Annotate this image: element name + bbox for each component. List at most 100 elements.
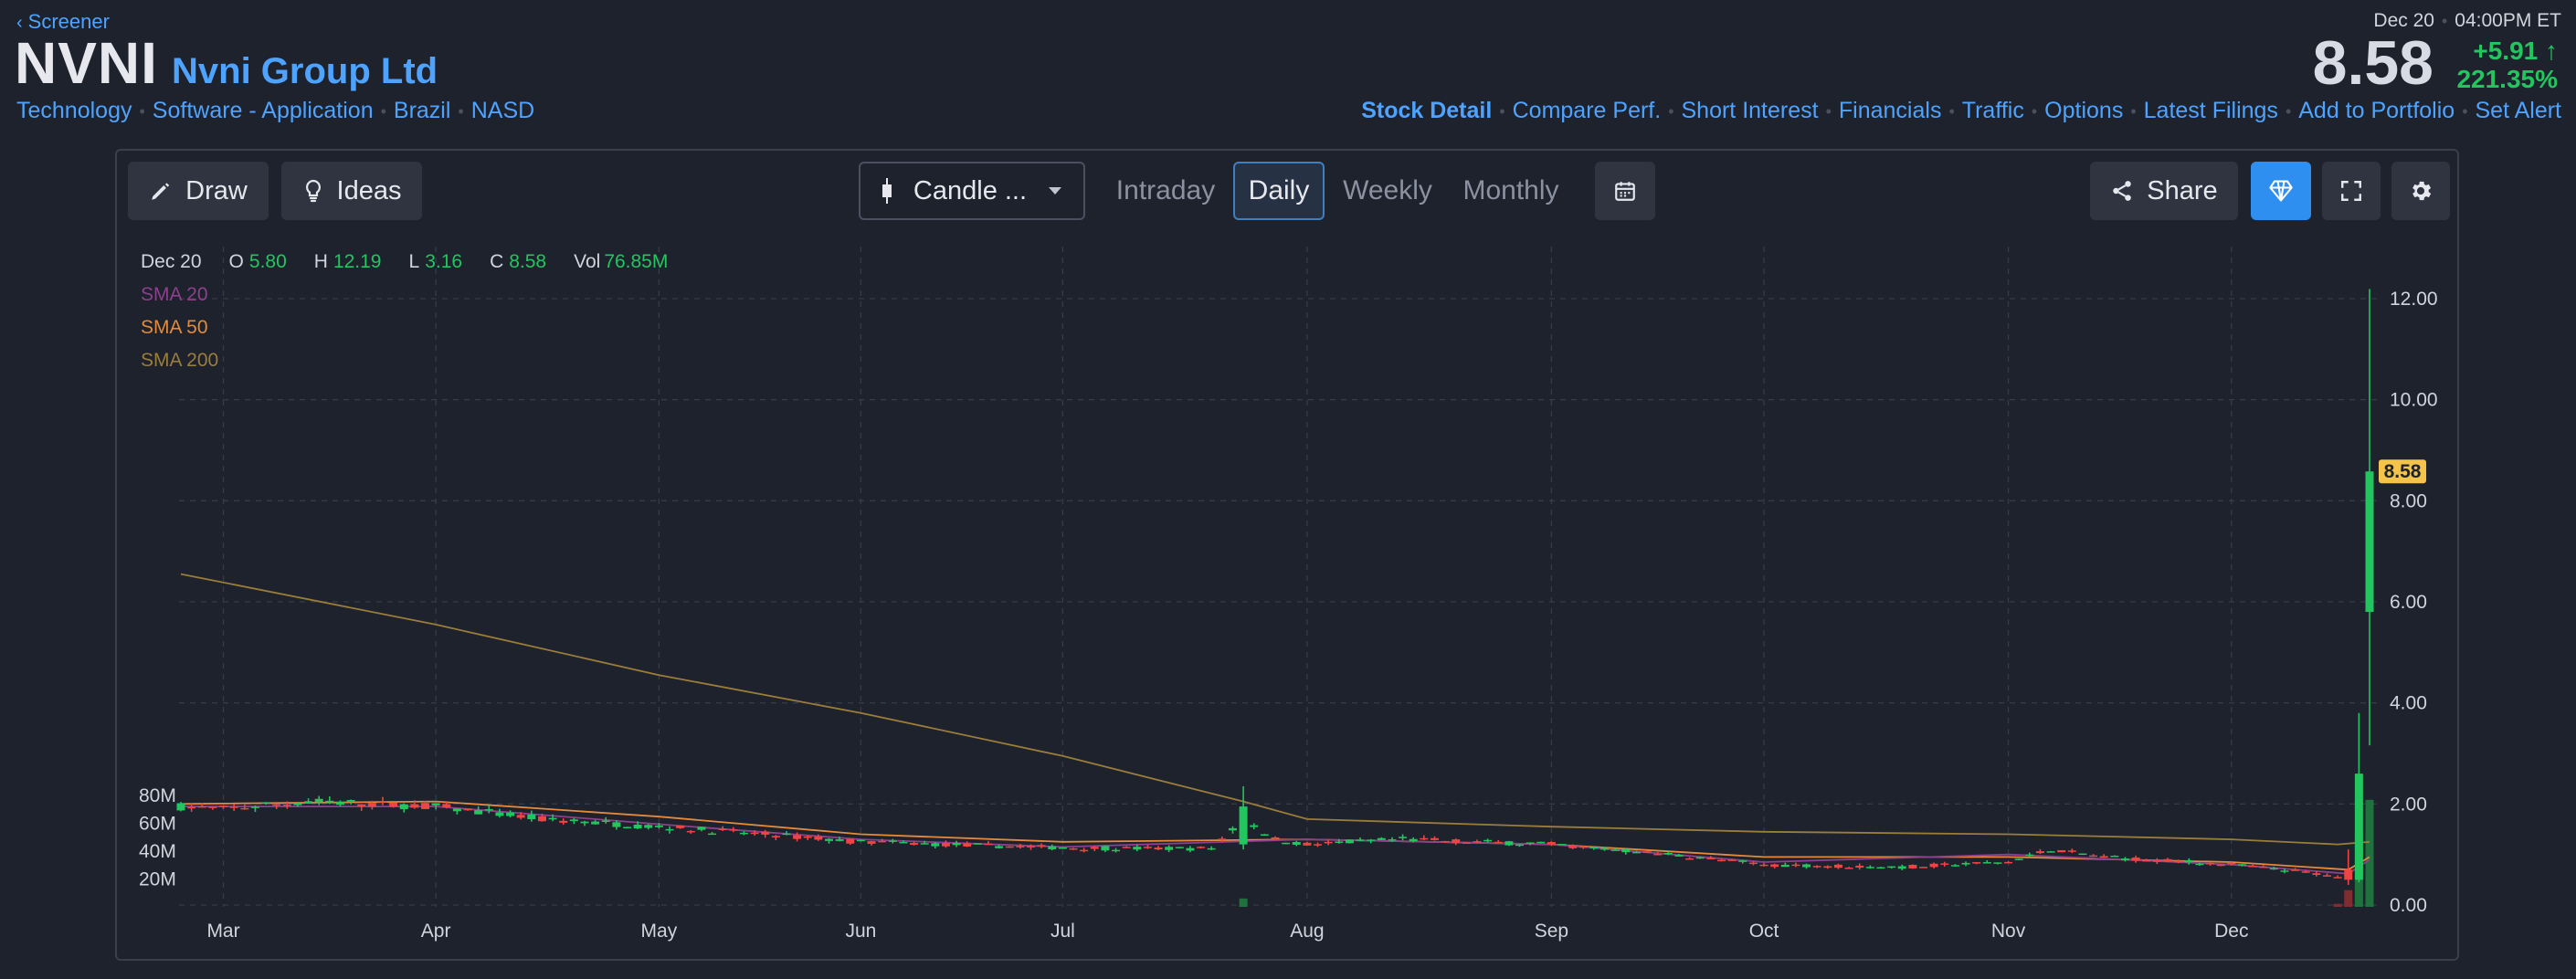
candle xyxy=(782,830,791,836)
timeframe-weekly[interactable]: Weekly xyxy=(1343,175,1432,205)
candle xyxy=(261,802,270,805)
candle xyxy=(1388,837,1397,842)
chart-type-dropdown[interactable]: Candle ... xyxy=(859,162,1085,220)
candle-body xyxy=(697,826,706,830)
candle xyxy=(697,826,706,832)
fullscreen-button[interactable] xyxy=(2322,162,2381,220)
nav-set-alert[interactable]: Set Alert xyxy=(2475,98,2562,123)
candle xyxy=(219,805,228,809)
nav-options[interactable]: Options xyxy=(2044,98,2124,123)
timeframe-monthly[interactable]: Monthly xyxy=(1462,175,1559,205)
candle-body xyxy=(654,826,663,827)
candle-body xyxy=(1335,841,1344,843)
candle xyxy=(1377,837,1386,840)
candle-body xyxy=(2163,858,2172,862)
candle-body xyxy=(1175,847,1184,848)
nav-short-interest[interactable]: Short Interest xyxy=(1681,98,1819,123)
candle-body xyxy=(931,843,940,847)
tag-country[interactable]: Brazil xyxy=(393,98,451,123)
candle-body xyxy=(1547,842,1556,845)
candle-body xyxy=(2365,471,2374,613)
candle-body xyxy=(782,833,791,836)
price-chart[interactable]: 12.00 10.00 8.00 6.00 4.00 2.00 0.00 80M 60M 40M 2… xyxy=(117,151,2457,959)
indicator-legend-item: SMA 20 xyxy=(141,284,208,305)
candle xyxy=(569,817,578,825)
settings-button[interactable] xyxy=(2391,162,2450,220)
tag-industry[interactable]: Software - Application xyxy=(152,98,374,123)
candle-body xyxy=(1048,846,1057,849)
candle xyxy=(1080,847,1089,853)
share-button[interactable]: Share xyxy=(2090,162,2238,220)
candle-body xyxy=(952,843,961,846)
candle xyxy=(644,824,653,830)
candle xyxy=(548,814,557,822)
x-tick-label: Dec xyxy=(2214,921,2248,942)
candle-body xyxy=(1504,841,1514,846)
candle xyxy=(1175,847,1184,848)
candle xyxy=(1005,846,1014,848)
candles xyxy=(176,289,2374,885)
candle xyxy=(1855,863,1864,870)
candle xyxy=(367,800,376,810)
candle xyxy=(2184,858,2193,865)
y-tick-label: 12.00 xyxy=(2390,289,2438,310)
timeframe-daily[interactable]: Daily xyxy=(1233,162,1325,220)
volume-tick-label: 20M xyxy=(139,869,176,890)
candle xyxy=(1101,845,1110,853)
x-tick-label: May xyxy=(641,921,678,942)
candle-body xyxy=(644,825,653,828)
back-to-screener-link[interactable]: ‹ Screener xyxy=(16,10,110,34)
date-range-button[interactable] xyxy=(1595,162,1655,220)
candle-body xyxy=(2078,853,2087,856)
back-label: Screener xyxy=(27,10,110,33)
candle xyxy=(591,819,600,825)
candle-body xyxy=(941,842,950,847)
candle xyxy=(1993,862,2002,865)
candle-body xyxy=(1855,865,1864,868)
tag-sector[interactable]: Technology xyxy=(16,98,132,123)
nav-latest-filings[interactable]: Latest Filings xyxy=(2143,98,2278,123)
quote-date: Dec 20 xyxy=(2373,10,2434,31)
candle-body xyxy=(1791,864,1800,867)
candle-body xyxy=(1080,849,1089,852)
candle-body xyxy=(431,803,440,805)
candle-body xyxy=(2301,871,2310,873)
candle-body xyxy=(1961,862,1970,865)
draw-button[interactable]: Draw xyxy=(128,162,269,220)
tag-exchange[interactable]: NASD xyxy=(470,98,535,123)
company-tags: Technology • Software - Application • Brazil… xyxy=(16,98,534,124)
candle-body xyxy=(1631,851,1641,854)
candle xyxy=(2237,863,2246,867)
candle xyxy=(2333,875,2342,879)
candle-body xyxy=(1069,847,1078,850)
pencil-icon xyxy=(149,179,173,203)
caret-down-icon xyxy=(1047,185,1063,196)
nav-compare-perf[interactable]: Compare Perf. xyxy=(1512,98,1662,123)
candle xyxy=(1536,841,1546,844)
candle xyxy=(1430,836,1439,841)
company-name[interactable]: Nvni Group Ltd xyxy=(172,51,438,91)
nav-stock-detail[interactable]: Stock Detail xyxy=(1361,98,1493,123)
candle xyxy=(1621,848,1631,855)
candle xyxy=(484,805,493,814)
candle xyxy=(931,842,940,849)
candle-body xyxy=(963,843,972,847)
premium-button[interactable] xyxy=(2251,162,2311,220)
candle-body xyxy=(1823,866,1832,868)
candle xyxy=(282,801,291,809)
candle xyxy=(1218,837,1227,843)
candle-body xyxy=(1536,841,1546,844)
nav-financials[interactable]: Financials xyxy=(1838,98,1942,123)
candle-body xyxy=(2354,774,2363,880)
timeframe-intraday[interactable]: Intraday xyxy=(1115,175,1216,205)
candle xyxy=(1399,834,1408,841)
nav-add-to-portfolio[interactable]: Add to Portfolio xyxy=(2298,98,2455,123)
candle xyxy=(1823,865,1832,869)
candle-body xyxy=(527,814,536,819)
separator-dot: • xyxy=(2285,101,2292,121)
candle-body xyxy=(1207,847,1216,850)
ideas-button[interactable]: Ideas xyxy=(281,162,422,220)
nav-traffic[interactable]: Traffic xyxy=(1961,98,2024,123)
candle xyxy=(2248,863,2257,868)
candle-body xyxy=(1005,846,1014,848)
